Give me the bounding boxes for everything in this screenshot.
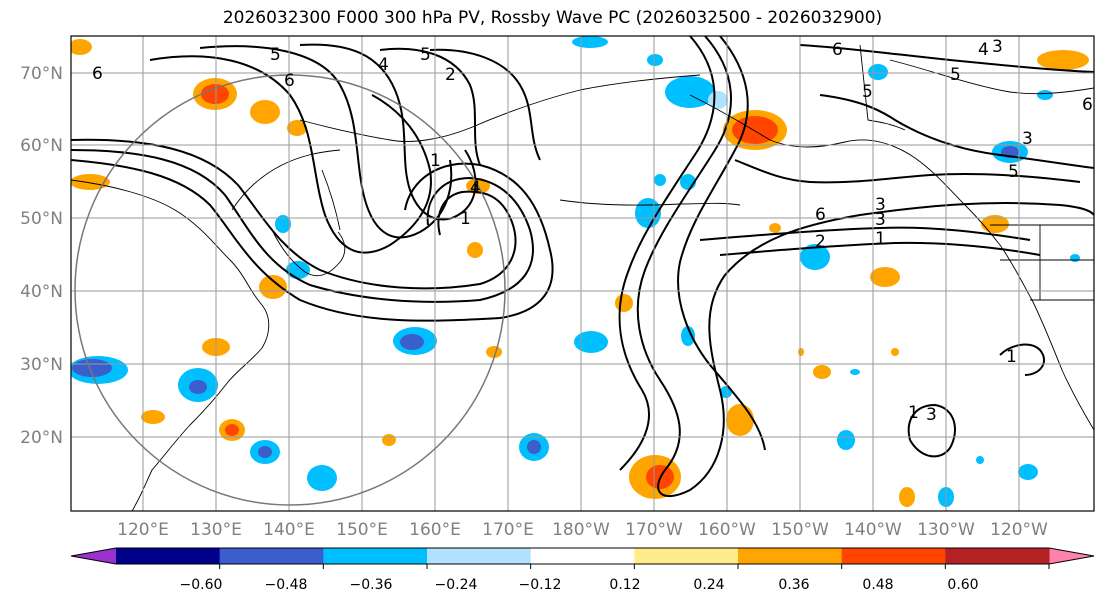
colorbar-max-extension	[1049, 548, 1094, 564]
contour-label: 5	[270, 45, 281, 65]
lon-label: 170°E	[482, 520, 534, 540]
contour-label: 1	[875, 229, 886, 249]
lat-label: 30°N	[20, 355, 63, 375]
colorbar-ticks	[219, 564, 1050, 569]
colorbar-segment	[841, 548, 946, 564]
colorbar: −0.60 −0.48 −0.36 −0.24 −0.12 0.12 0.24 …	[70, 547, 1095, 593]
colorbar-labels: −0.60 −0.48 −0.36 −0.24 −0.12 0.12 0.24 …	[180, 577, 979, 593]
contour-label: 6	[92, 64, 103, 84]
colorbar-segment	[530, 548, 635, 564]
lon-label: 130°E	[190, 520, 242, 540]
contour-label: 5	[862, 82, 873, 102]
lon-label: 120°W	[990, 520, 1048, 540]
lat-label: 60°N	[20, 136, 63, 156]
contour-label: 6	[815, 205, 826, 225]
colorbar-segment	[738, 548, 843, 564]
lon-label: 150°W	[771, 520, 829, 540]
contour-label: 5	[1008, 162, 1019, 182]
contour-label: 6	[1082, 95, 1093, 115]
lat-label: 70°N	[20, 64, 63, 84]
lon-label: 140°W	[844, 520, 902, 540]
contour-label: 5	[950, 65, 961, 85]
colorbar-tick-label: 0.24	[693, 577, 724, 593]
lon-label: 170°W	[625, 520, 683, 540]
colorbar-tick-label: −0.24	[435, 577, 478, 593]
contour-label: 6	[832, 40, 843, 60]
contour-label: 3	[926, 405, 937, 425]
lon-label: 150°E	[336, 520, 388, 540]
colorbar-tick-label: 0.60	[947, 577, 978, 593]
colorbar-tick-label: 0.12	[609, 577, 640, 593]
positive-anomaly-shading	[71, 39, 1089, 507]
colorbar-tick-label: −0.12	[519, 577, 562, 593]
colorbar-segment	[634, 548, 739, 564]
colorbar-segment	[323, 548, 428, 564]
colorbar-tick-label: 0.48	[862, 577, 893, 593]
colorbar-segment	[427, 548, 532, 564]
contour-label: 1	[430, 151, 441, 171]
graticule	[71, 36, 1094, 511]
map-title: 2026032300 F000 300 hPa PV, Rossby Wave …	[222, 8, 883, 28]
contour-label: 1	[908, 403, 919, 423]
contour-label: 1	[460, 209, 471, 229]
coastlines	[71, 44, 1094, 511]
colorbar-segment	[945, 548, 1050, 564]
lat-label: 20°N	[20, 428, 63, 448]
colorbar-segments	[116, 548, 1050, 564]
domain-circle	[74, 74, 506, 506]
lon-label: 180°W	[552, 520, 610, 540]
contour-label: 3	[875, 210, 886, 230]
lat-label: 40°N	[20, 282, 63, 302]
lon-label: 120°E	[117, 520, 169, 540]
lon-label: 130°W	[917, 520, 975, 540]
longitude-labels: 120°E 130°E 140°E 150°E 160°E 170°E 180°…	[117, 520, 1048, 540]
contour-labels: 6 5 4 5 2 6 1 1 4 6 3 5 6 4 3 5 5 3 6 3 …	[92, 37, 1093, 425]
contour-label: 1	[1006, 347, 1017, 367]
colorbar-tick-label: −0.36	[350, 577, 393, 593]
contour-label: 4	[470, 178, 481, 198]
colorbar-segment	[219, 548, 324, 564]
contour-label: 4	[378, 55, 389, 75]
lon-label: 160°E	[409, 520, 461, 540]
colorbar-tick-label: 0.36	[778, 577, 809, 593]
colorbar-tick-label: −0.48	[265, 577, 308, 593]
contour-label: 6	[284, 71, 295, 91]
map-frame	[70, 35, 1095, 512]
contour-label: 4	[978, 40, 989, 60]
latitude-labels: 70°N 60°N 50°N 40°N 30°N 20°N	[20, 64, 63, 448]
colorbar-tick-label: −0.60	[180, 577, 223, 593]
contour-label: 5	[420, 45, 431, 65]
lon-label: 140°E	[263, 520, 315, 540]
contour-label: 3	[992, 37, 1003, 57]
contour-label: 3	[1022, 129, 1033, 149]
contour-label: 2	[815, 232, 826, 252]
colorbar-segment	[116, 548, 221, 564]
lat-label: 50°N	[20, 209, 63, 229]
lon-label: 160°W	[698, 520, 756, 540]
contour-label: 3	[875, 195, 886, 215]
contour-label: 2	[445, 65, 456, 85]
pv-contours	[71, 36, 1094, 497]
colorbar-min-extension	[71, 548, 116, 564]
